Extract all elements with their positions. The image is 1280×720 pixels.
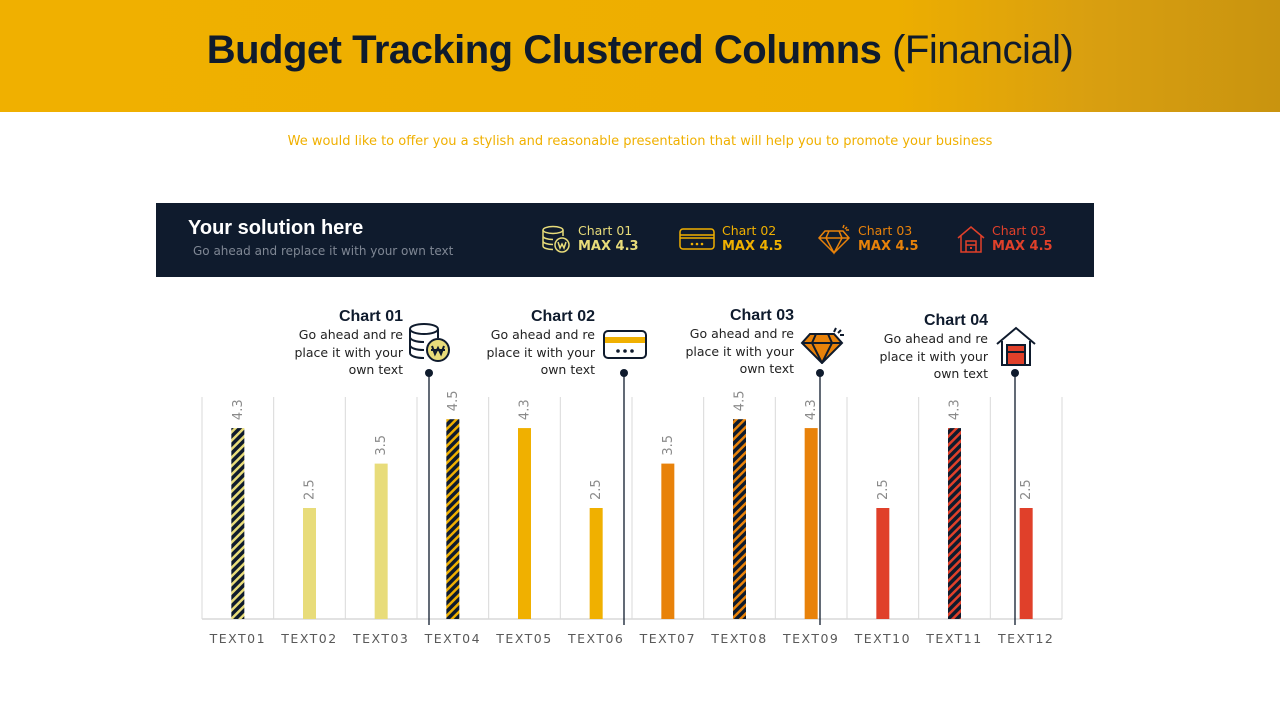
legend-label: Chart 01 [578,223,633,238]
coins-icon [542,225,570,253]
data-label: 4.3 [948,399,963,420]
title-light: (Financial) [892,28,1074,72]
category-label: TEXT05 [495,631,552,646]
data-label: 3.5 [661,435,676,456]
credit-card-icon [679,228,715,250]
data-label: 4.3 [804,399,819,420]
bar-text07 [661,463,675,619]
legend-max: MAX 4.5 [992,239,1053,254]
bar-text11 [948,428,961,619]
legend-max: MAX 4.3 [578,239,639,254]
title-bold: Budget Tracking Clustered Columns [206,28,882,72]
house-icon [996,326,1036,366]
category-label: TEXT10 [854,631,911,646]
category-label: TEXT12 [997,631,1054,646]
legend-item: Chart 02 MAX 4.5 [678,223,783,255]
banner-heading: Your solution here [188,217,364,239]
callout-text: Go ahead and re place it with your own t… [879,331,988,381]
data-label: 2.5 [589,479,604,500]
category-label: TEXT04 [424,631,481,646]
callout-text: Go ahead and re place it with your own t… [294,327,403,377]
diamond-icon [817,224,851,255]
callout-text: Go ahead and re place it with your own t… [486,327,595,377]
callout-title: Chart 03 [729,307,794,324]
data-label: 2.5 [303,479,318,500]
legend-item: Chart 01 MAX 4.3 [540,223,639,255]
callout-text: Go ahead and re place it with your own t… [685,326,794,376]
legend-max: MAX 4.5 [722,239,783,254]
callout-chart-01: Chart 01 Go ahead and re place it with yo… [293,308,403,379]
callout-chart-02: Chart 02 Go ahead and re place it with yo… [485,308,595,379]
data-label: 2.5 [876,479,891,500]
bar-text05 [518,428,531,619]
data-label: 2.5 [1019,479,1034,500]
legend-max: MAX 4.5 [858,239,919,254]
page-title: Budget Tracking Clustered Columns (Finan… [0,28,1280,73]
legend-item: Chart 03 MAX 4.5 [816,223,919,255]
category-label: TEXT06 [567,631,624,646]
bar-text03 [374,463,388,619]
callout-dot [620,369,628,377]
callout-dot [1011,369,1019,377]
bar-text04 [446,419,460,619]
diamond-icon [800,327,844,364]
subtitle: We would like to offer you a stylish and… [287,134,993,149]
bar-text10 [876,508,890,619]
info-banner: Your solution here Go ahead and replace … [156,203,1094,277]
callout-chart-03: Chart 03 Go ahead and re place it with yo… [684,307,794,378]
category-label: TEXT07 [639,631,696,646]
credit-card-icon [603,330,647,359]
legend-label: Chart 03 [858,223,913,238]
bar-text08 [733,419,746,619]
bar-text09 [804,428,818,619]
category-label: TEXT09 [782,631,839,646]
callout-chart-04: Chart 04 Go ahead and re place it with yo… [878,312,988,383]
callout-title: Chart 02 [530,308,595,325]
banner-text: Go ahead and replace it with your own te… [193,244,454,258]
data-label: 4.5 [446,391,461,412]
data-label: 4.3 [231,399,246,420]
house-icon [957,226,985,253]
category-label: TEXT03 [352,631,409,646]
coins-icon [409,323,450,362]
category-label: TEXT11 [925,631,982,646]
callout-title: Chart 04 [923,312,988,329]
bar-text01 [231,428,245,619]
data-label: 3.5 [374,435,389,456]
callout-title: Chart 01 [338,308,403,325]
data-label: 4.3 [518,399,533,420]
data-label: 4.5 [733,391,748,412]
callout-dot [425,369,433,377]
bar-text06 [589,508,603,619]
category-label: TEXT01 [209,631,266,646]
category-label: TEXT08 [710,631,767,646]
legend-item: Chart 03 MAX 4.5 [956,223,1053,255]
bar-text12 [1019,508,1033,619]
bar-text02 [303,508,316,619]
header-banner [0,0,1280,112]
category-label: TEXT02 [280,631,337,646]
callout-dot [816,369,824,377]
legend-label: Chart 03 [992,223,1047,238]
legend-label: Chart 02 [722,223,777,238]
